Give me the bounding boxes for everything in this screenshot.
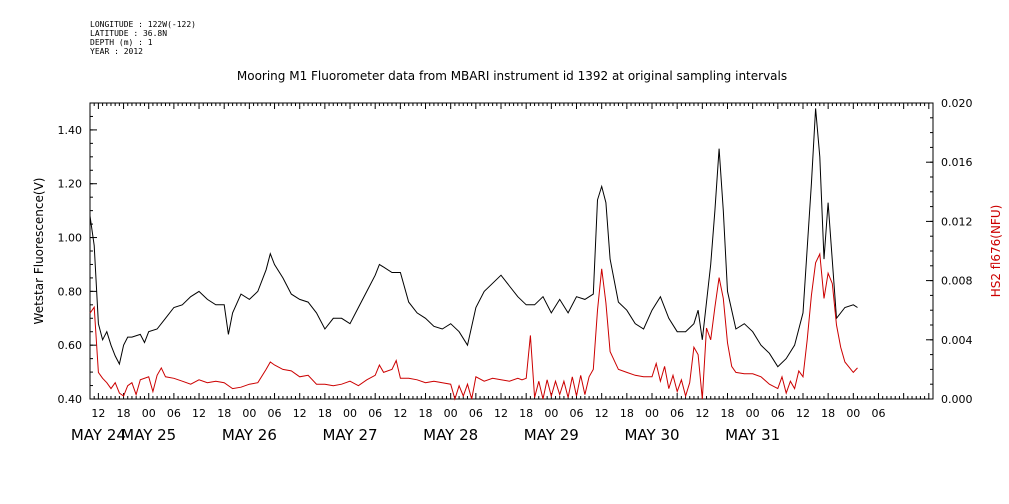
x-hour-label: 06	[570, 407, 584, 420]
x-day-label: MAY 26	[222, 426, 277, 444]
x-hour-label: 06	[469, 407, 483, 420]
x-hour-label: 12	[695, 407, 709, 420]
x-hour-label: 18	[821, 407, 835, 420]
x-day-label: MAY 28	[423, 426, 478, 444]
x-hour-label: 00	[242, 407, 256, 420]
x-day-label: MAY 31	[725, 426, 780, 444]
y-tick-label-left: 1.20	[58, 178, 83, 191]
wetstar-series-line	[89, 108, 858, 368]
y-tick-label-right: 0.012	[941, 215, 973, 228]
x-hour-label: 12	[91, 407, 105, 420]
x-hour-label: 18	[117, 407, 131, 420]
x-hour-label: 12	[494, 407, 508, 420]
x-day-label: MAY 29	[524, 426, 579, 444]
x-hour-label: 00	[846, 407, 860, 420]
y-tick-label-left: 0.80	[58, 285, 83, 298]
y-tick-label-right: 0.000	[941, 393, 973, 406]
latitude-label: LATITUDE : 36.8N	[90, 29, 168, 38]
year-label: YEAR : 2012	[90, 47, 143, 56]
x-hour-label: 00	[142, 407, 156, 420]
x-hour-label: 00	[544, 407, 558, 420]
x-hour-label: 12	[595, 407, 609, 420]
x-hour-label: 06	[368, 407, 382, 420]
depth-label: DEPTH (m) : 1	[90, 38, 153, 47]
x-hour-label: 18	[217, 407, 231, 420]
x-hour-label: 18	[519, 407, 533, 420]
longitude-label: LONGITUDE : 122W(-122)	[90, 20, 196, 29]
hs2-series-line	[89, 252, 858, 401]
x-hour-label: 06	[670, 407, 684, 420]
x-hour-label: 00	[645, 407, 659, 420]
x-hour-label: 06	[167, 407, 181, 420]
x-hour-label: 12	[796, 407, 810, 420]
location-metadata: LONGITUDE : 122W(-122) LATITUDE : 36.8N …	[90, 20, 196, 56]
x-hour-label: 00	[343, 407, 357, 420]
x-hour-label: 12	[293, 407, 307, 420]
y-tick-label-left: 0.60	[58, 339, 83, 352]
y-tick-label-right: 0.004	[941, 334, 973, 347]
x-day-label: MAY 27	[322, 426, 377, 444]
x-hour-label: 18	[720, 407, 734, 420]
x-day-label: MAY 30	[624, 426, 679, 444]
y-tick-label-left: 1.00	[58, 232, 83, 245]
y-tick-label-left: 1.40	[58, 124, 83, 137]
x-hour-label: 18	[620, 407, 634, 420]
y-axis-label-right: HS2 fl676(NFU)	[989, 205, 1003, 298]
x-day-label: MAY 25	[121, 426, 176, 444]
x-hour-label: 00	[746, 407, 760, 420]
y-tick-label-right: 0.020	[941, 97, 973, 110]
x-hour-label: 06	[268, 407, 282, 420]
x-hour-label: 18	[419, 407, 433, 420]
chart-title: Mooring M1 Fluorometer data from MBARI i…	[237, 69, 787, 83]
x-hour-label: 12	[192, 407, 206, 420]
x-day-label: MAY 24	[71, 426, 126, 444]
x-hour-label: 18	[318, 407, 332, 420]
x-hour-label: 06	[871, 407, 885, 420]
y-tick-label-right: 0.008	[941, 275, 973, 288]
x-hour-label: 00	[444, 407, 458, 420]
y-tick-label-right: 0.016	[941, 156, 973, 169]
y-axis-label-left: Wetstar Fluorescence(V)	[32, 178, 46, 325]
x-hour-label: 12	[393, 407, 407, 420]
x-hour-label: 06	[771, 407, 785, 420]
y-tick-label-left: 0.40	[58, 393, 83, 406]
